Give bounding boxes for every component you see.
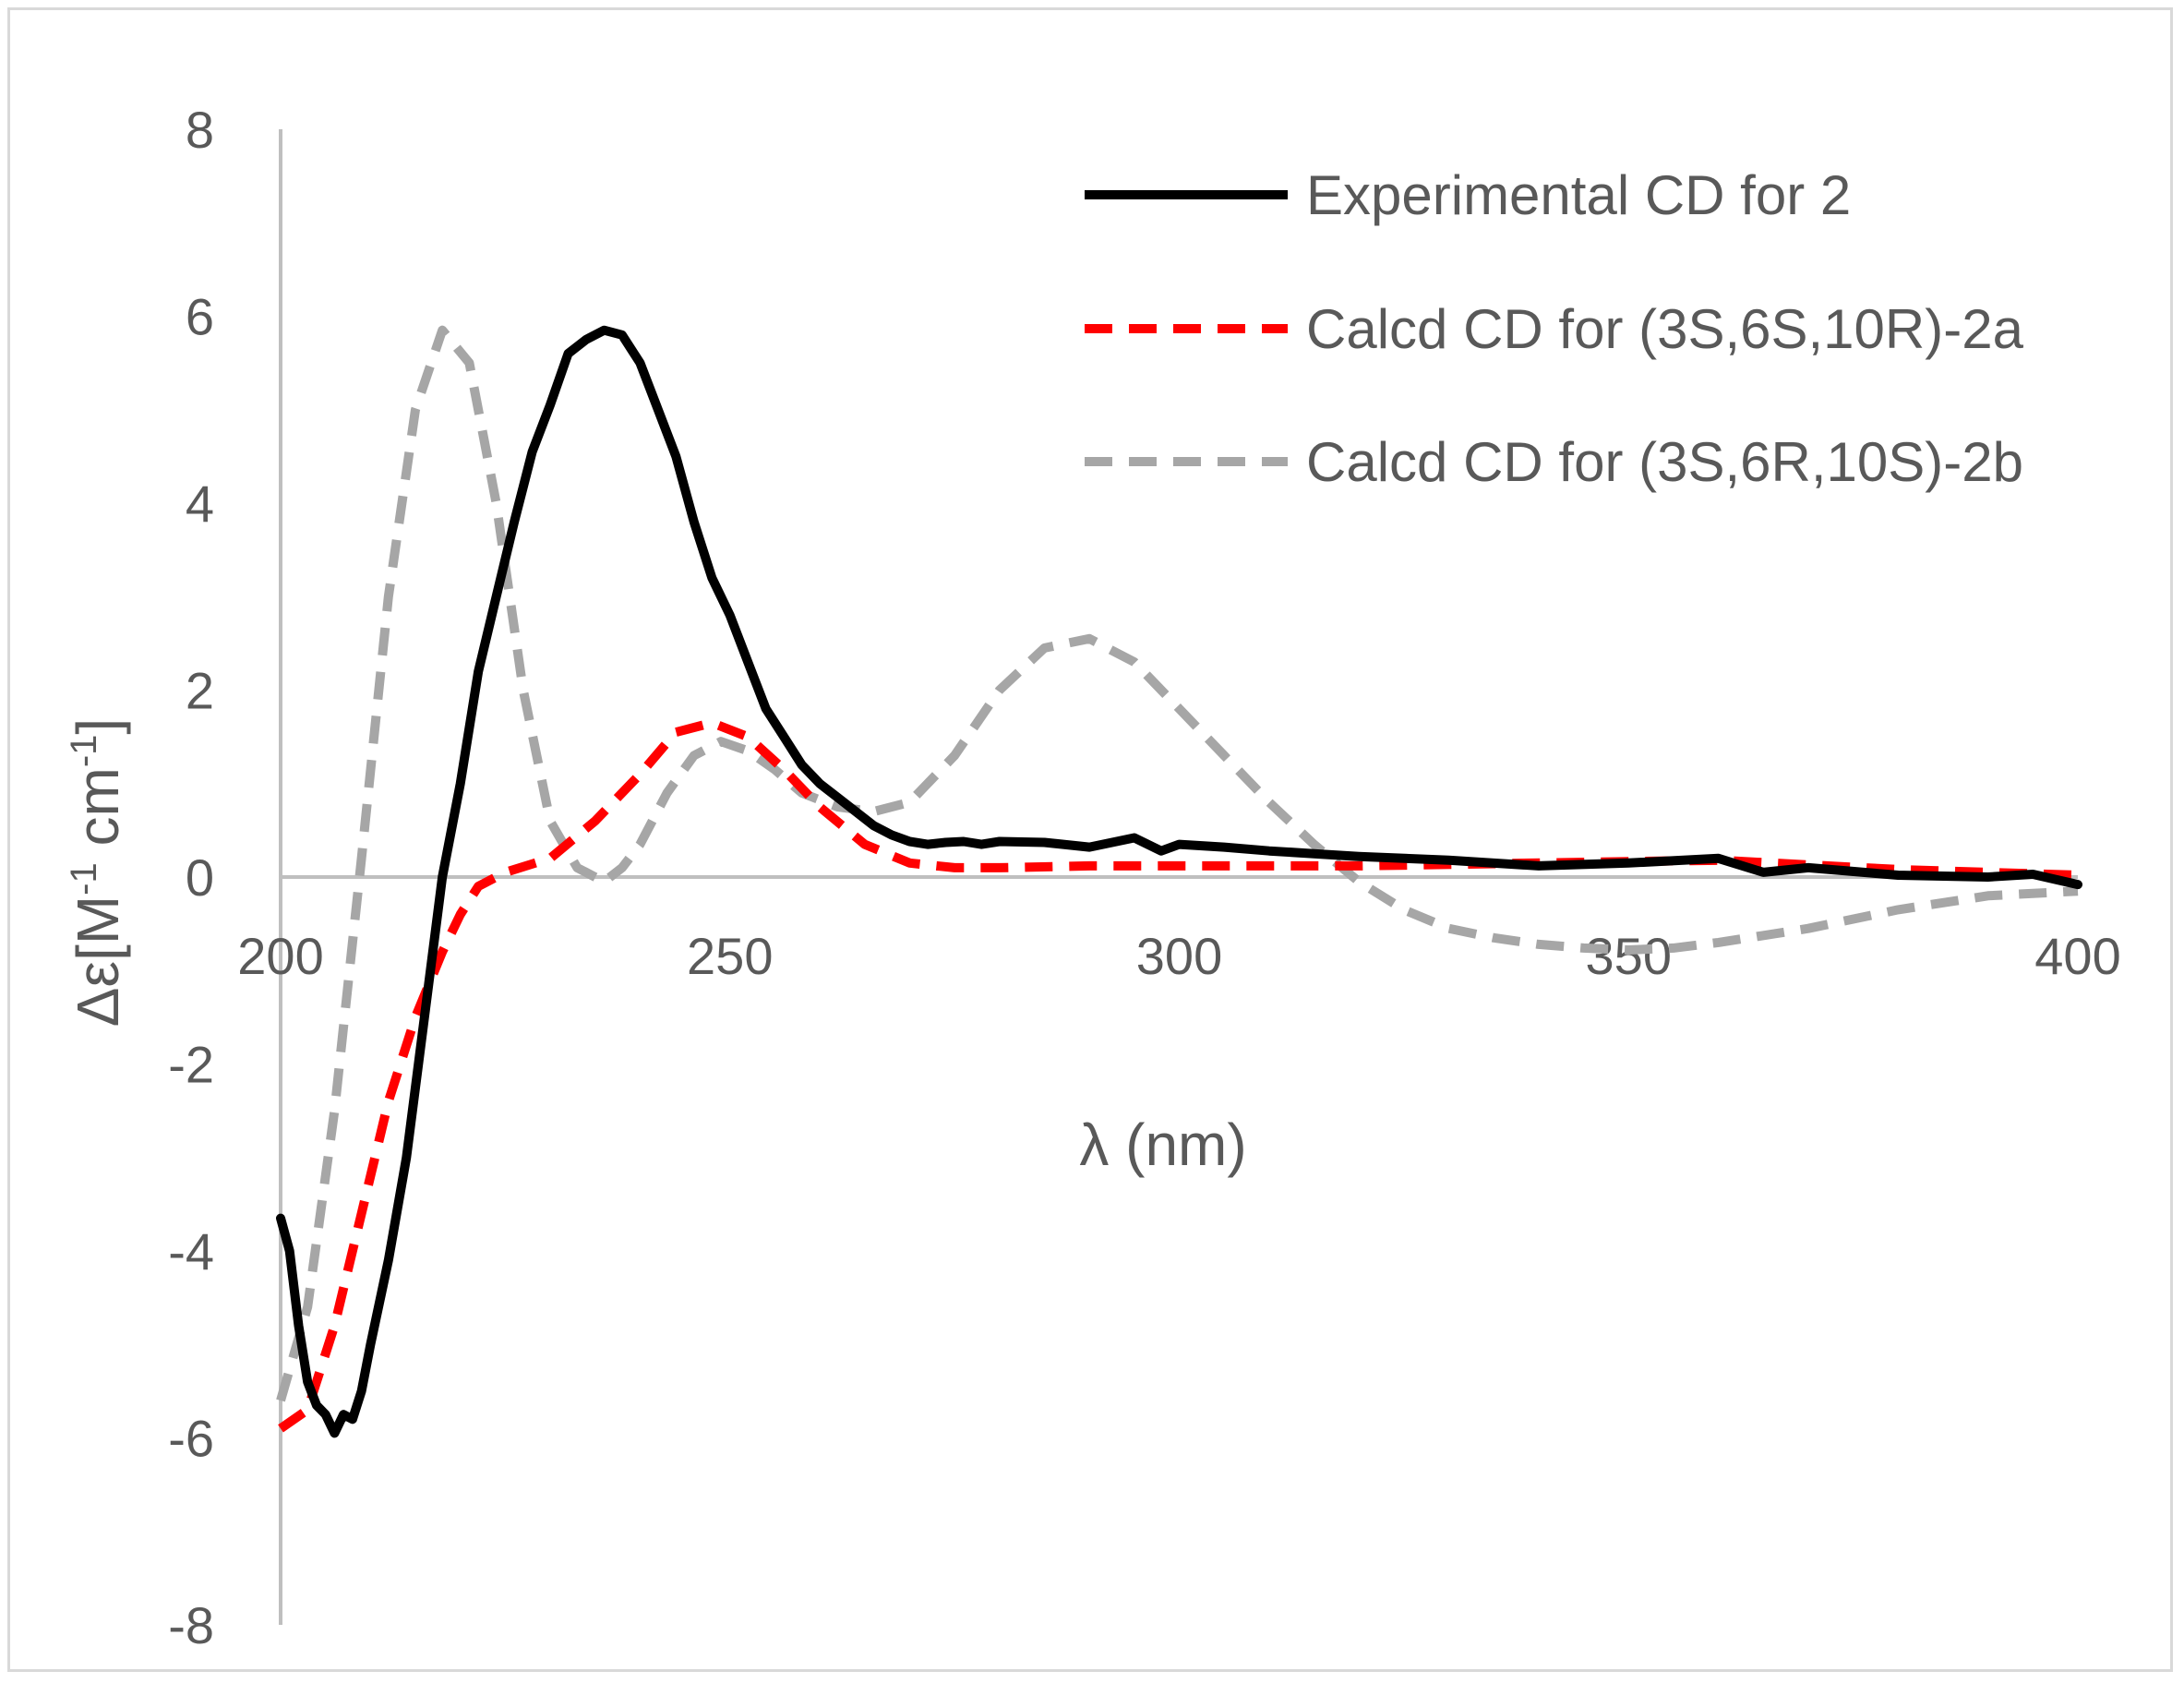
x-tick-label: 250	[687, 927, 773, 985]
x-tick-label: 350	[1586, 927, 1672, 985]
chart-frame	[7, 7, 2173, 1672]
y-axis-title-part: Δε[M	[65, 896, 131, 1027]
series-layer	[276, 325, 2082, 1438]
x-tick-label: 400	[2034, 927, 2120, 985]
y-tick-label: 6	[186, 288, 214, 346]
y-axis-title-part: ]	[65, 718, 131, 735]
y-tick-label: 8	[186, 101, 214, 159]
y-tick-label: -4	[168, 1222, 214, 1280]
axes	[279, 129, 2078, 1625]
legend-label-calcd-2b: Calcd CD for (3S,6R,10S)-2b	[1306, 431, 2023, 493]
series-line-experimental	[276, 325, 2082, 1438]
legend-entry-calcd-2b: Calcd CD for (3S,6R,10S)-2b	[1085, 431, 2023, 493]
y-tick-label: -6	[168, 1410, 214, 1468]
y-tick-label: 0	[186, 848, 214, 907]
x-tick-label: 200	[237, 927, 323, 985]
x-tick-labels: 200 250 300 350 400	[237, 927, 2120, 985]
legend-label-experimental: Experimental CD for 2	[1306, 164, 1851, 226]
y-tick-labels: -8 -6 -4 -2 0 2 4 6 8	[168, 101, 214, 1654]
x-tick-label: 300	[1136, 927, 1222, 985]
x-axis-title: λ (nm)	[1079, 1112, 1246, 1178]
legend-label-calcd-2a: Calcd CD for (3S,6S,10R)-2a	[1306, 298, 2024, 360]
y-tick-label: 2	[186, 662, 214, 720]
legend-entry-calcd-2a: Calcd CD for (3S,6S,10R)-2a	[1085, 298, 2024, 360]
legend: Experimental CD for 2 Calcd CD for (3S,6…	[1085, 164, 2024, 493]
series-line-calcd-2a	[278, 717, 2079, 1433]
y-axis-title-superscript: -1	[64, 735, 104, 768]
y-axis-title-part: cm	[65, 767, 131, 862]
legend-entry-experimental: Experimental CD for 2	[1085, 164, 1851, 226]
y-axis-title: Δε[M-1 cm-1]	[64, 718, 131, 1027]
y-tick-label: 4	[186, 475, 214, 533]
y-tick-label: -8	[168, 1596, 214, 1654]
series-line-calcd-2b	[276, 325, 2079, 1402]
y-axis-title-superscript: -1	[64, 862, 104, 896]
y-tick-label: -2	[168, 1036, 214, 1094]
